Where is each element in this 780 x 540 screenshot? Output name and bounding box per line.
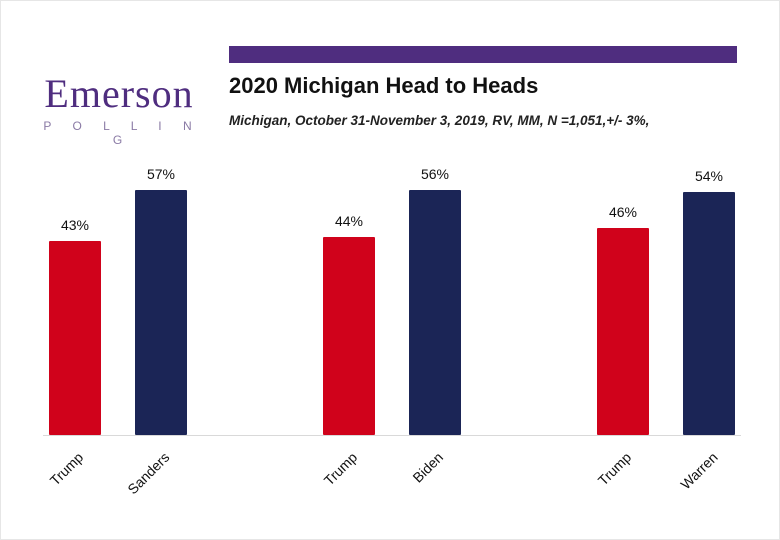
bar [135, 190, 187, 435]
bar [683, 192, 735, 435]
bar-value-label: 46% [608, 204, 638, 220]
logo-wordmark: Emerson [44, 71, 194, 116]
header-accent-bar [229, 46, 737, 63]
category-label: Biden [409, 449, 447, 486]
emerson-polling-logo: Emerson P O L L I N G [29, 71, 209, 148]
bar-group: 43% Trump 57% Sanders [47, 166, 187, 497]
bar [49, 241, 101, 435]
page-title: 2020 Michigan Head to Heads [229, 73, 539, 98]
bar-group: 46% Trump 54% Warren [595, 166, 735, 492]
category-label: Trump [320, 449, 361, 489]
bar-value-label: 43% [60, 217, 90, 233]
category-label: Trump [594, 449, 635, 489]
page-subtitle: Michigan, October 31-November 3, 2019, R… [229, 113, 650, 128]
bar-group: 44% Trump 56% Biden [321, 166, 461, 489]
bar-value-label: 44% [334, 213, 364, 229]
bar [409, 190, 461, 435]
logo-subtitle: P O L L I N G [43, 119, 201, 147]
bar-value-label: 56% [420, 166, 450, 182]
bar-column: 57% Sanders [124, 166, 187, 497]
bar [597, 228, 649, 435]
bar-column: 44% Trump [321, 166, 375, 489]
bar-column: 46% Trump [595, 166, 649, 489]
bar-value-label: 54% [694, 168, 724, 184]
bar-chart: 43% Trump 57% Sanders 44% Trump 56% Biden 46% Tru… [43, 166, 741, 497]
bar-value-label: 57% [146, 166, 176, 182]
category-label: Warren [676, 449, 721, 493]
category-label: Trump [46, 449, 87, 489]
bar-column: 56% Biden [409, 166, 461, 486]
bar-column: 54% Warren [677, 166, 735, 492]
bar [323, 237, 375, 435]
category-label: Sanders [124, 449, 173, 498]
bar-column: 43% Trump [47, 166, 101, 489]
